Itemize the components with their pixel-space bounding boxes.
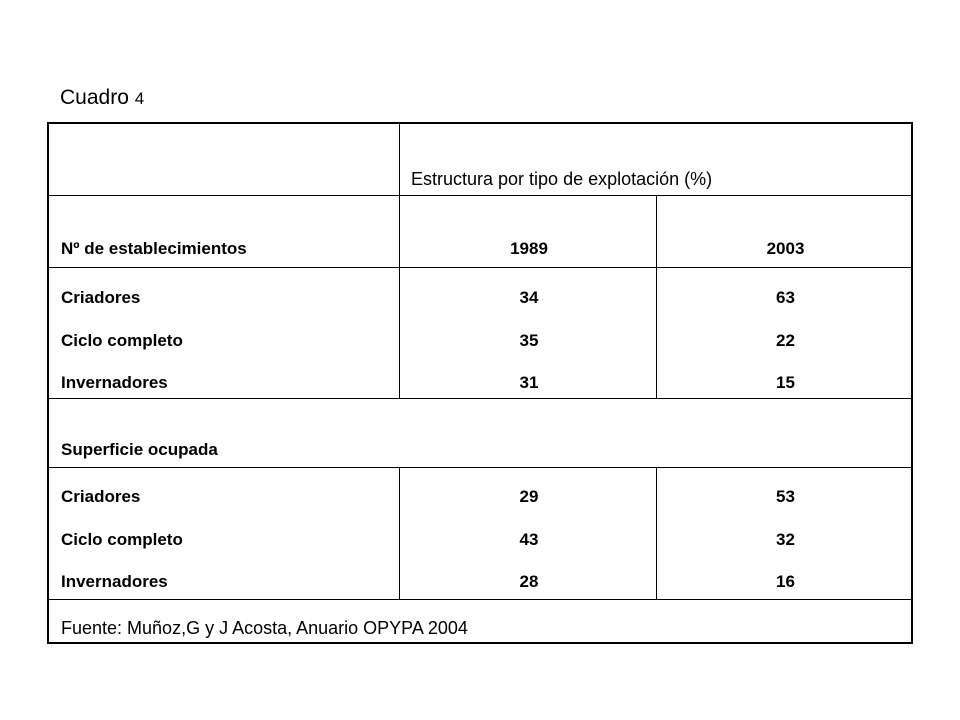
value-2003: 32 xyxy=(776,530,795,549)
year-header-2003: 2003 xyxy=(766,239,805,258)
table-caption: Cuadro 4 xyxy=(60,86,144,110)
rule-footer xyxy=(49,599,911,600)
value-1989: 35 xyxy=(519,331,539,350)
caption-number: 4 xyxy=(134,89,145,108)
row-label: Invernadores xyxy=(61,373,168,392)
value-1989: 28 xyxy=(519,572,539,591)
year-header-1989: 1989 xyxy=(510,239,548,258)
rule-col-1-bottom xyxy=(399,467,400,599)
rule-section-1 xyxy=(49,398,911,399)
group-header: Estructura por tipo de explotación (%) xyxy=(411,169,713,189)
value-2003: 16 xyxy=(776,572,795,591)
row-label: Ciclo completo xyxy=(61,530,183,549)
row-label: Ciclo completo xyxy=(61,331,183,350)
value-1989: 31 xyxy=(519,373,539,392)
rule-years xyxy=(49,267,911,268)
rule-col-1-top xyxy=(399,124,400,398)
rule-col-2-bottom xyxy=(656,467,657,599)
section-label-superficie: Superficie ocupada xyxy=(61,440,218,459)
row-label: Invernadores xyxy=(61,572,168,591)
row-label: Criadores xyxy=(61,288,141,307)
value-2003: 15 xyxy=(776,373,795,392)
value-1989: 43 xyxy=(519,530,539,549)
value-2003: 22 xyxy=(776,331,795,350)
row-label: Criadores xyxy=(61,487,141,506)
source-note: Fuente: Muñoz,G y J Acosta, Anuario OPYP… xyxy=(61,618,468,638)
value-1989: 34 xyxy=(519,288,539,307)
rule-header xyxy=(49,195,911,196)
data-table: Estructura por tipo de explotación (%) N… xyxy=(47,122,913,644)
value-2003: 63 xyxy=(776,288,795,307)
value-1989: 29 xyxy=(519,487,539,506)
rule-col-2-top xyxy=(656,195,657,398)
rule-section-2 xyxy=(49,467,911,468)
value-2003: 53 xyxy=(776,487,795,506)
caption-label: Cuadro xyxy=(60,86,129,109)
row-header-label: Nº de establecimientos xyxy=(61,239,247,258)
